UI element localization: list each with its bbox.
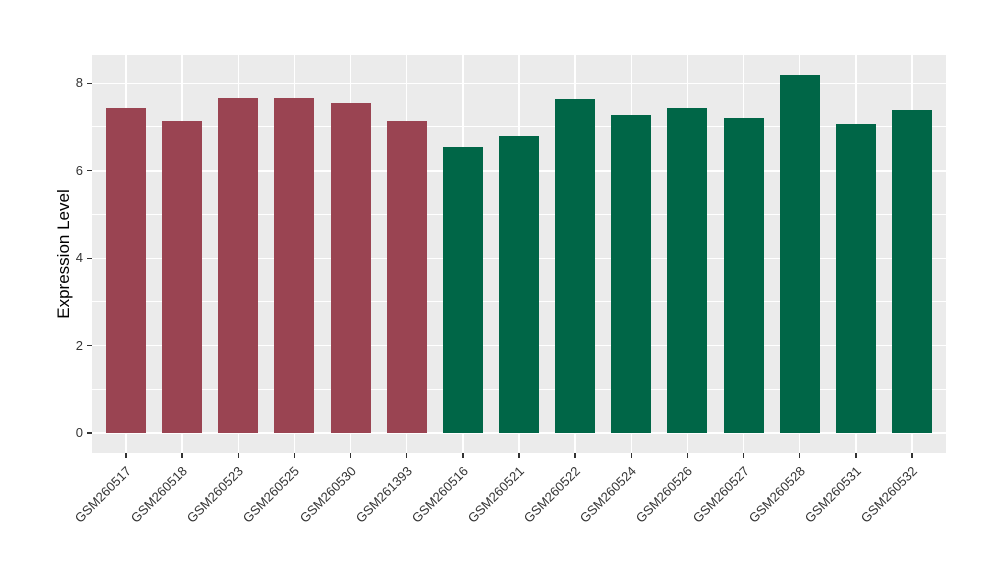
y-tick-label: 6 xyxy=(75,162,83,178)
y-tick-label: 2 xyxy=(75,337,83,353)
bar-GSM261393 xyxy=(386,120,427,433)
y-tick-mark xyxy=(87,170,92,172)
x-tick-label: GSM260527 xyxy=(689,463,752,526)
y-tick-mark xyxy=(87,82,92,85)
major-gridline xyxy=(92,82,946,85)
x-tick-mark xyxy=(293,453,296,458)
x-tick-mark xyxy=(518,453,520,458)
bar-GSM260517 xyxy=(106,107,146,433)
bar-GSM260521 xyxy=(499,135,539,433)
bar-GSM260528 xyxy=(779,74,820,433)
x-tick-mark xyxy=(349,453,352,458)
bar-GSM260522 xyxy=(555,98,596,433)
y-tick-mark xyxy=(87,432,92,434)
x-tick-label: GSM260528 xyxy=(745,463,808,526)
plot-panel xyxy=(92,55,946,453)
y-tick-mark xyxy=(87,257,92,259)
y-tick-label: 0 xyxy=(75,425,83,440)
x-tick-label: GSM260531 xyxy=(801,463,864,526)
x-tick-mark xyxy=(574,453,576,458)
x-tick-label: GSM260532 xyxy=(857,463,920,526)
x-tick-label: GSM260516 xyxy=(408,463,471,526)
x-tick-mark xyxy=(462,453,464,458)
bar-GSM260518 xyxy=(162,120,203,433)
x-tick-mark xyxy=(237,453,239,458)
x-tick-mark xyxy=(855,453,857,458)
y-tick-mark xyxy=(87,344,92,347)
bar-GSM260527 xyxy=(723,118,764,433)
y-tick-label: 8 xyxy=(75,75,83,91)
x-tick-label: GSM260522 xyxy=(520,463,584,526)
x-tick-label: GSM260526 xyxy=(633,463,696,526)
bar-GSM260526 xyxy=(667,107,708,433)
minor-gridline xyxy=(92,126,946,128)
bar-GSM260524 xyxy=(611,115,652,433)
x-tick-mark xyxy=(742,453,745,458)
bar-GSM260525 xyxy=(274,97,315,433)
bar-GSM260516 xyxy=(442,146,483,433)
x-tick-mark xyxy=(181,453,183,458)
x-tick-mark xyxy=(686,453,689,458)
bar-GSM260531 xyxy=(835,124,876,433)
x-tick-label: GSM260523 xyxy=(184,463,247,526)
major-gridline xyxy=(92,432,946,434)
x-tick-label: GSM260521 xyxy=(464,463,527,526)
x-tick-mark xyxy=(630,453,632,458)
bar-GSM260530 xyxy=(330,103,371,433)
x-tick-label: GSM260524 xyxy=(577,463,640,526)
x-tick-mark xyxy=(911,453,913,458)
x-tick-label: GSM260518 xyxy=(127,463,191,526)
bar-GSM260523 xyxy=(218,97,259,433)
x-tick-label: GSM260517 xyxy=(71,463,134,526)
y-tick-label: 4 xyxy=(75,250,83,266)
x-tick-label: GSM261393 xyxy=(352,463,415,526)
bar-GSM260532 xyxy=(892,109,932,433)
x-tick-mark xyxy=(125,453,127,458)
x-tick-label: GSM260525 xyxy=(240,463,303,526)
x-tick-mark xyxy=(406,453,408,458)
x-tick-mark xyxy=(799,453,801,458)
x-tick-label: GSM260530 xyxy=(296,463,359,526)
